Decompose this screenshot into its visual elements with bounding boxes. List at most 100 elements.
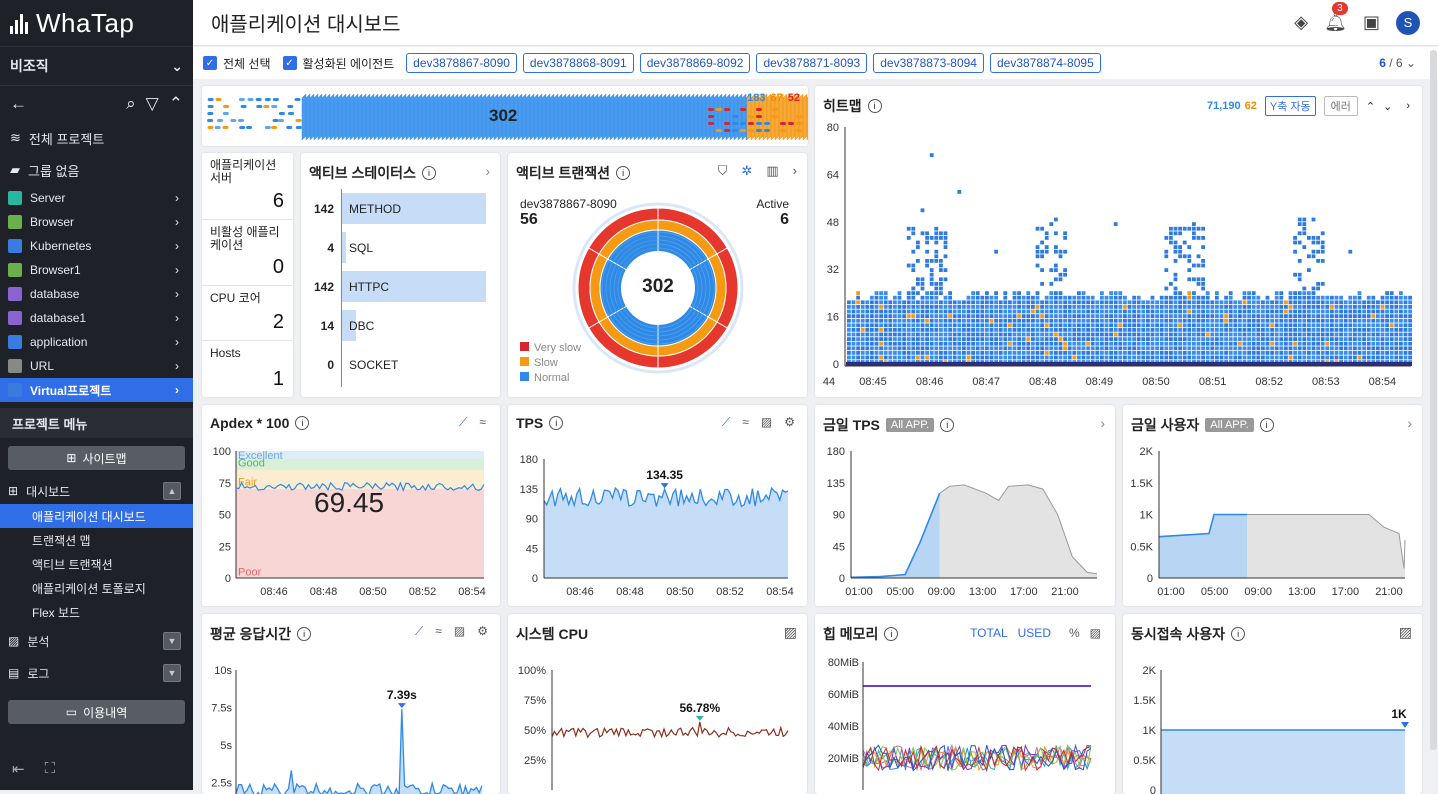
logo[interactable]: WhaTap	[0, 0, 193, 46]
info-icon[interactable]: i	[421, 166, 436, 180]
status-row[interactable]: 4 SQL	[301, 228, 500, 267]
image-icon[interactable]: ▨	[760, 415, 773, 429]
paint-bucket-icon[interactable]: ◈	[1294, 12, 1309, 32]
menu-log[interactable]: ▤ 로그 ▼	[0, 660, 193, 686]
sidebar-project-item[interactable]: Server ›	[0, 186, 193, 210]
line-chart-icon[interactable]: ⟋	[414, 624, 424, 638]
sidebar-project-item[interactable]: Kubernetes ›	[0, 234, 193, 258]
agent-chip[interactable]: dev3878868-8091	[522, 53, 634, 73]
gear-icon[interactable]: ⚙	[477, 624, 488, 638]
search-icon[interactable]: ⌕	[126, 94, 136, 113]
agent-chip[interactable]: dev3878871-8093	[756, 53, 868, 73]
org-selector[interactable]: 비조직 ⌄	[0, 46, 193, 86]
active-tx-arc[interactable]	[508, 153, 807, 397]
y-auto-button[interactable]: Y축 자동	[1264, 96, 1316, 116]
active-agents-checkbox[interactable]: ✓ 활성화된 에이전트	[282, 55, 394, 72]
compare-icon[interactable]: ≈	[742, 415, 749, 429]
agent-chip[interactable]: dev3878873-8094	[873, 53, 984, 73]
dashboard-submenu-item[interactable]: Flex 보드	[32, 605, 81, 620]
page-scrollbar[interactable]	[1430, 50, 1437, 750]
image-icon[interactable]: ▨	[1398, 624, 1412, 640]
filter-icon[interactable]: ▽	[145, 94, 159, 113]
status-row[interactable]: 0 SOCKET	[301, 345, 500, 384]
fullscreen-icon[interactable]: ⛶	[44, 760, 56, 777]
dashboard-submenu-item[interactable]: 애플리케이션 토폴로지	[32, 581, 146, 596]
info-icon[interactable]: i	[940, 418, 955, 432]
shield-icon[interactable]: ⛉	[717, 163, 728, 178]
chevron-right-icon[interactable]: ›	[1407, 415, 1412, 431]
chevron-up-icon[interactable]: ⌃	[168, 94, 183, 113]
error-button[interactable]: 에러	[1323, 96, 1358, 116]
chevron-right-icon[interactable]: ›	[1100, 415, 1105, 431]
chevron-right-icon[interactable]: ›	[485, 163, 490, 179]
bell-icon[interactable]: 🔔︎ 3	[1324, 2, 1348, 32]
used-toggle[interactable]: USED	[1017, 626, 1051, 640]
expand-icon[interactable]: ▼	[163, 632, 181, 650]
compare-icon[interactable]: ≈	[435, 624, 442, 638]
chevron-right-icon[interactable]: ›	[1406, 100, 1410, 112]
sitemap-button[interactable]: ⊞ 사이트맵	[8, 446, 185, 470]
image-icon[interactable]: ▨	[453, 624, 466, 638]
dashboard-submenu-item[interactable]: 애플리케이션 대시보드	[0, 504, 193, 528]
stat-cpu-cores[interactable]: CPU 코어 2	[202, 286, 292, 341]
calendar-icon[interactable]: ▣	[1362, 12, 1380, 32]
all-projects-item[interactable]: ≋ 전체 프로젝트	[0, 122, 193, 154]
agent-chip[interactable]: dev3878867-8090	[406, 53, 517, 73]
info-icon[interactable]: i	[549, 416, 564, 430]
total-toggle[interactable]: TOTAL	[970, 626, 1008, 640]
expand-icon[interactable]: ▼	[163, 664, 181, 682]
menu-analysis[interactable]: ▨ 분석 ▼	[0, 628, 193, 654]
dashboard-submenu-item[interactable]: 트랜잭션 맵	[32, 533, 91, 548]
usage-button[interactable]: ▭ 이용내역	[8, 700, 185, 724]
info-icon[interactable]: i	[1259, 418, 1274, 432]
percent-toggle[interactable]: %	[1068, 626, 1080, 640]
sidebar-project-item[interactable]: database1 ›	[0, 306, 193, 330]
cpu-chart[interactable]: 100%75%50%25%56.78%	[508, 614, 807, 794]
info-icon[interactable]: i	[867, 99, 882, 113]
status-row[interactable]: 142 METHOD	[301, 189, 500, 228]
dashboard-submenu-item[interactable]: 액티브 트랜잭션	[32, 557, 113, 572]
active-tx-strip[interactable]: 302 183 67 52	[202, 86, 907, 146]
no-group-item[interactable]: ▰ 그룹 없음	[0, 154, 193, 186]
compare-icon[interactable]: ≈	[479, 415, 486, 429]
stat-app-servers[interactable]: 애플리케이션 서버 6	[202, 153, 292, 220]
info-icon[interactable]: i	[884, 627, 899, 641]
chevron-up-icon[interactable]: ⌃	[1365, 100, 1376, 113]
collapse-sidebar-icon[interactable]: ⇤	[12, 761, 25, 778]
stat-hosts[interactable]: Hosts 1	[202, 341, 292, 397]
info-icon[interactable]: i	[616, 166, 631, 180]
status-row[interactable]: 14 DBC	[301, 306, 500, 345]
image-icon[interactable]: ▨	[783, 624, 797, 640]
sidebar-project-item[interactable]: application ›	[0, 330, 193, 354]
info-icon[interactable]: i	[1231, 627, 1246, 641]
select-all-checkbox[interactable]: ✓ 전체 선택	[203, 55, 271, 72]
line-chart-icon[interactable]: ⟋	[721, 415, 731, 429]
sidebar-project-item[interactable]: Virtual프로젝트 ›	[0, 378, 193, 402]
chevron-right-icon[interactable]: ›	[792, 163, 797, 178]
sidebar-project-item[interactable]: URL ›	[0, 354, 193, 378]
agent-pager[interactable]: 6 / 6 ⌄	[1379, 56, 1416, 70]
agent-chip[interactable]: dev3878874-8095	[989, 53, 1101, 73]
image-icon[interactable]: ▨	[1089, 626, 1101, 640]
status-row[interactable]: 142 HTTPC	[301, 267, 500, 306]
line-chart-icon[interactable]: ⟋	[459, 415, 468, 429]
avatar[interactable]: S	[1396, 10, 1420, 35]
bar-view-icon[interactable]: ▥	[766, 163, 779, 178]
back-arrow-icon[interactable]: ←	[10, 94, 27, 113]
info-icon[interactable]: i	[295, 416, 310, 430]
gear-icon[interactable]: ⚙	[784, 415, 795, 429]
chevron-down-icon[interactable]: ⌄	[1383, 100, 1393, 113]
stat-inactive-apps[interactable]: 비활성 애플리케이션 0	[202, 220, 292, 286]
arc-view-icon[interactable]: ✲	[741, 163, 753, 178]
sidebar-project-item[interactable]: Browser ›	[0, 210, 193, 234]
collapse-icon[interactable]: ▲	[163, 482, 181, 500]
sidebar-project-item[interactable]: database ›	[0, 282, 193, 306]
